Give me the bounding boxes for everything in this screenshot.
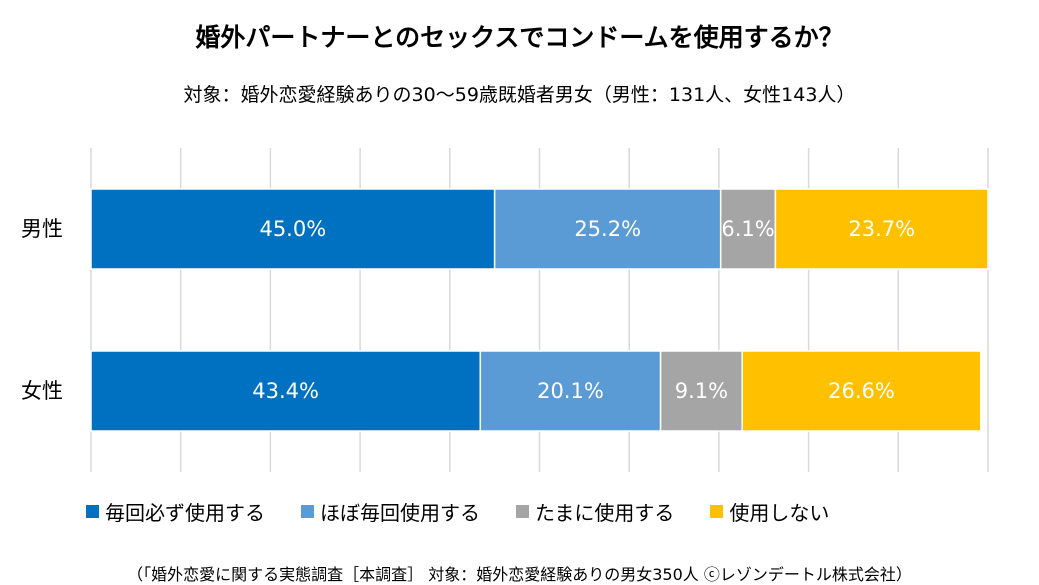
legend-swatch xyxy=(710,504,724,518)
legend-swatch xyxy=(516,504,529,518)
data-label: 23.7% xyxy=(848,217,915,241)
data-label: 20.1% xyxy=(537,379,604,403)
category-label: 男性 xyxy=(21,217,63,241)
legend-label: たまに使用する xyxy=(535,500,675,525)
data-label: 43.4% xyxy=(252,379,319,403)
legend-label: ほぼ毎回使用する xyxy=(320,500,480,525)
legend-item: 毎回必ず使用する xyxy=(86,497,265,526)
data-label: 45.0% xyxy=(259,217,326,241)
bar-segment xyxy=(774,188,989,270)
legend-label: 使用しない xyxy=(729,500,830,525)
data-label: 25.2% xyxy=(574,217,641,241)
chart-title: 婚外パートナーとのセックスでコンドームを使用するか？ xyxy=(195,23,844,52)
bar-segment xyxy=(90,350,482,432)
bar-segment xyxy=(493,188,722,270)
bar-segment xyxy=(719,188,777,270)
legend-swatch xyxy=(301,504,314,518)
data-label: 26.6% xyxy=(828,379,895,403)
data-label: 9.1% xyxy=(675,379,728,403)
legend-item: 使用しない xyxy=(710,497,829,526)
bar-segment xyxy=(659,350,743,432)
legend: 毎回必ず使用する ほぼ毎回使用する たまに使用する 使用しない xyxy=(86,494,1006,528)
category-label: 女性 xyxy=(21,379,63,403)
legend-item: たまに使用する xyxy=(516,497,674,526)
legend-label: 毎回必ず使用する xyxy=(105,500,265,525)
data-label: 6.1% xyxy=(721,217,774,241)
chart-subtitle: 対象：婚外恋愛経験ありの30～59歳既婚者男女（男性：131人、女性143人） xyxy=(183,84,856,106)
bar-segment xyxy=(741,350,982,432)
bar-segment xyxy=(479,350,662,432)
footnote: （「婚外恋愛に関する実態調査［本調査］ 対象：婚外恋愛経験ありの男女350人 ⓒ… xyxy=(127,565,912,584)
legend-item: ほぼ毎回使用する xyxy=(301,497,480,526)
bar-segment xyxy=(90,188,496,270)
legend-swatch xyxy=(86,504,99,518)
